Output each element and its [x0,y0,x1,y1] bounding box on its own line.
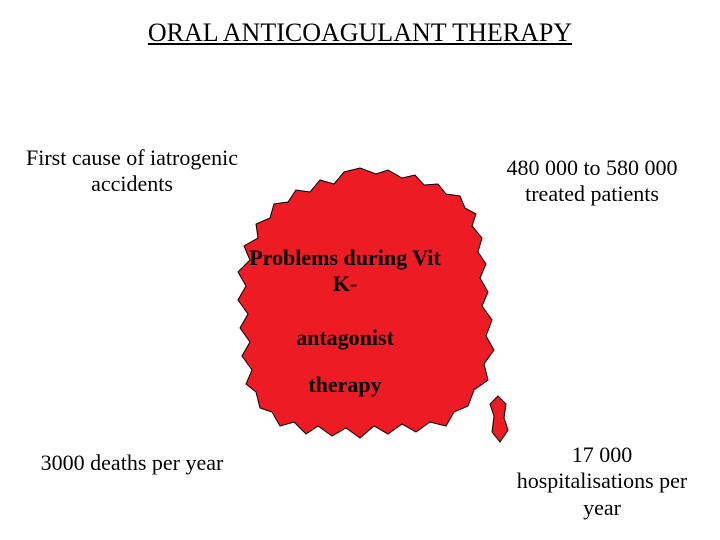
map-overlay-line1: Problems during Vit K- [240,245,450,298]
france-map [210,160,510,450]
map-overlay-line2: antagonist [270,325,420,351]
caption-top-right: 480 000 to 580 000 treated patients [482,155,702,208]
caption-bottom-left: 3000 deaths per year [12,450,252,476]
map-overlay-line3: therapy [270,372,420,398]
corsica-shape [490,396,508,442]
caption-bottom-right: 17 000 hospitalisations per year [502,442,702,521]
slide: ORAL ANTICOAGULANT THERAPY First cause o… [0,0,720,540]
page-title: ORAL ANTICOAGULANT THERAPY [0,18,720,48]
